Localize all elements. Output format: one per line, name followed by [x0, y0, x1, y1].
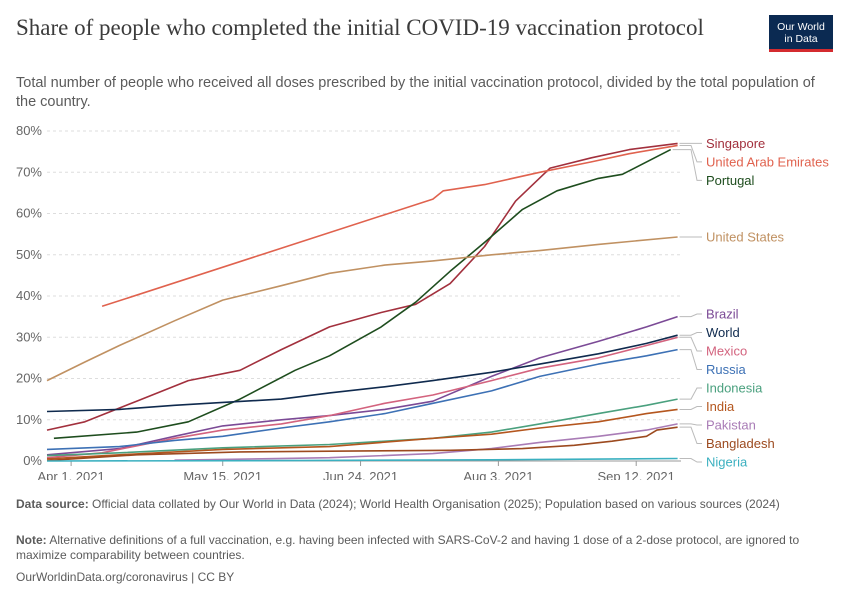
chart-title: Share of people who completed the initia…: [16, 15, 704, 40]
label-connector-brazil: [679, 313, 702, 318]
series-label-portugal: Portugal: [706, 173, 755, 188]
y-tick-label: 80%: [16, 123, 42, 138]
series-line-united-arab-emirates: [101, 144, 678, 308]
series-label-united-arab-emirates: United Arab Emirates: [706, 154, 829, 169]
series-line-pakistan: [174, 423, 678, 461]
x-tick-label: May 15, 2021: [183, 469, 262, 480]
series-label-bangladesh: Bangladesh: [706, 436, 775, 451]
y-tick-label: 50%: [16, 247, 42, 262]
series-label-india: India: [706, 399, 735, 414]
x-tick-label: Jun 24, 2021: [323, 469, 398, 480]
y-tick-label: 20%: [16, 371, 42, 386]
note-text: Alternative definitions of a full vaccin…: [16, 533, 800, 562]
series-label-pakistan: Pakistan: [706, 418, 756, 433]
x-axis: Apr 1, 2021 May 15, 2021 Jun 24, 2021 Aug 3…: [38, 461, 675, 480]
label-connector-world: [679, 332, 702, 336]
footnote: Note: Alternative definitions of a full …: [16, 533, 831, 563]
series-label-mexico: Mexico: [706, 344, 747, 359]
series-line-indonesia: [46, 398, 678, 457]
series-line-russia: [46, 348, 678, 451]
series-line-singapore: [46, 142, 678, 431]
label-connector-mexico: [679, 336, 702, 352]
x-tick-label: Aug 3, 2021: [463, 469, 533, 480]
data-source-note: Data source: Official data collated by O…: [16, 497, 831, 512]
note-label: Note:: [16, 533, 47, 547]
label-connector-bangladesh: [679, 426, 702, 444]
logo-accent-bar: [769, 49, 833, 52]
x-tick-label: Apr 1, 2021: [38, 469, 105, 480]
series-label-russia: Russia: [706, 362, 747, 377]
series-label-indonesia: Indonesia: [706, 381, 763, 396]
line-chart: 0% 10% 20% 30% 40% 50% 60% 70% 80% Apr 1, 2021 Ma…: [16, 123, 829, 480]
label-connector-pakistan: [679, 423, 702, 426]
y-axis-ticks: 0% 10% 20% 30% 40% 50% 60% 70% 80%: [16, 123, 42, 468]
y-tick-label: 0%: [23, 453, 42, 468]
series-label-singapore: Singapore: [706, 136, 765, 151]
source-text: Official data collated by Our World in D…: [92, 497, 780, 511]
series-label-world: World: [706, 325, 740, 340]
y-tick-label: 70%: [16, 164, 42, 179]
label-connector-russia: [679, 349, 702, 370]
series-line-brazil: [46, 315, 678, 456]
label-connector-india: [679, 406, 702, 410]
series-line-portugal: [53, 148, 672, 440]
label-connector-nigeria: [679, 458, 702, 463]
y-tick-label: 30%: [16, 329, 42, 344]
logo-line-2: in Data: [784, 33, 818, 45]
series-line-nigeria: [46, 457, 678, 462]
series-labels: Singapore United Arab Emirates Portugal Uni…: [672, 136, 829, 470]
y-tick-label: 40%: [16, 288, 42, 303]
series-line-india: [46, 408, 678, 460]
y-tick-label: 60%: [16, 206, 42, 221]
chart-subtitle: Total number of people who received all …: [16, 75, 815, 110]
series-line-bangladesh: [46, 426, 678, 462]
series-lines: [46, 142, 678, 462]
series-line-mexico: [46, 336, 678, 459]
owid-logo[interactable]: Our World in Data: [769, 15, 833, 52]
series-line-united-states: [46, 236, 678, 382]
series-label-nigeria: Nigeria: [706, 455, 748, 470]
label-connector-portugal: [672, 149, 702, 181]
y-tick-label: 10%: [16, 412, 42, 427]
series-line-world: [46, 334, 678, 413]
label-connector-united-arab-emirates: [679, 144, 702, 163]
label-connector-indonesia: [679, 387, 702, 400]
series-label-brazil: Brazil: [706, 307, 739, 322]
source-label: Data source:: [16, 497, 89, 511]
source-url[interactable]: OurWorldinData.org/coronavirus | CC BY: [16, 570, 235, 584]
series-label-united-states: United States: [706, 230, 785, 245]
x-tick-label: Sep 12, 2021: [598, 469, 675, 480]
logo-line-1: Our World: [777, 21, 825, 33]
